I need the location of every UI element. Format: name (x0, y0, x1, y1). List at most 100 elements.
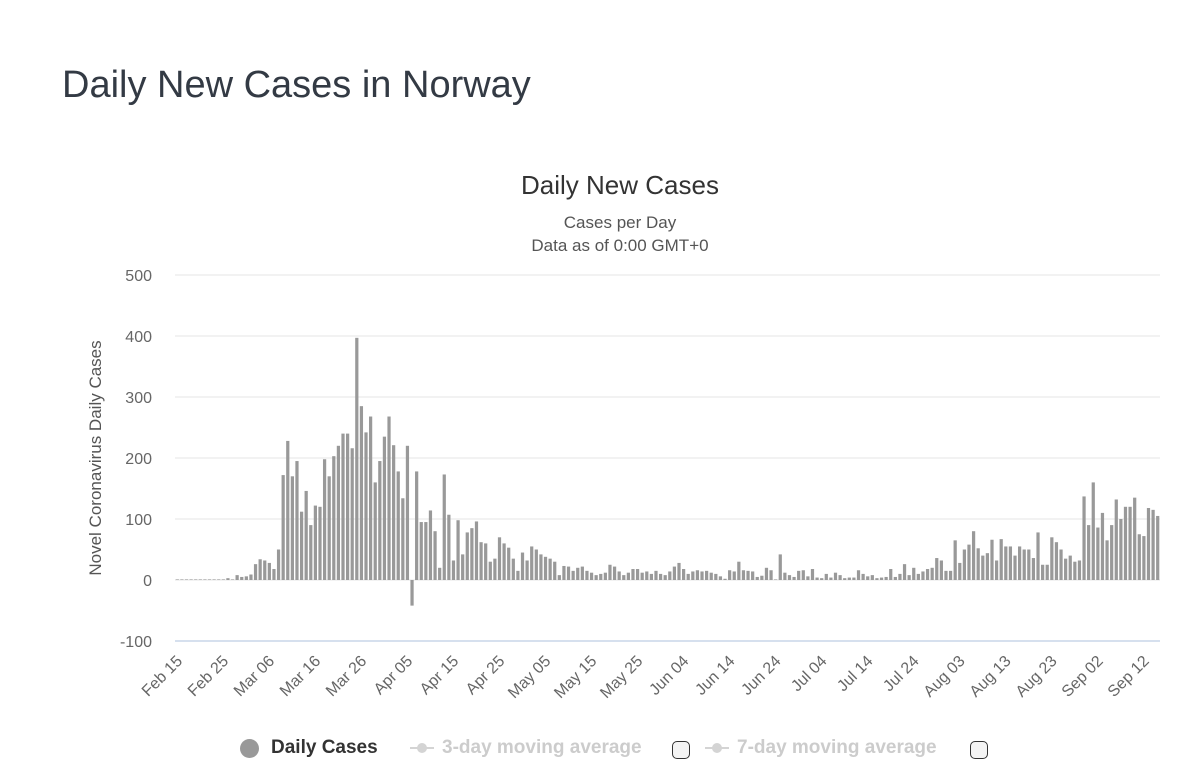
bar[interactable] (645, 571, 649, 580)
bar[interactable] (668, 571, 672, 580)
bar[interactable] (525, 560, 529, 580)
bar[interactable] (378, 461, 382, 580)
bar[interactable] (879, 577, 884, 580)
bar[interactable] (571, 570, 575, 580)
bar[interactable] (1036, 532, 1040, 580)
bar[interactable] (829, 577, 833, 580)
bar[interactable] (1064, 558, 1068, 580)
bar[interactable] (520, 552, 525, 580)
bar[interactable] (286, 440, 290, 580)
bar[interactable] (516, 570, 520, 580)
bar[interactable] (714, 573, 718, 580)
bar[interactable] (935, 558, 939, 580)
bar[interactable] (221, 579, 225, 580)
bar[interactable] (732, 571, 736, 580)
bar[interactable] (488, 561, 492, 580)
bar[interactable] (184, 579, 189, 580)
bar[interactable] (474, 521, 479, 580)
bar[interactable] (327, 476, 331, 580)
bar[interactable] (801, 570, 805, 580)
bar[interactable] (194, 579, 198, 580)
bar[interactable] (244, 576, 248, 580)
bar[interactable] (1137, 534, 1141, 580)
bar[interactable] (1100, 512, 1105, 580)
bar[interactable] (889, 569, 893, 580)
bar[interactable] (1082, 496, 1086, 580)
bar[interactable] (465, 532, 469, 580)
bar[interactable] (419, 522, 423, 580)
bar[interactable] (1123, 506, 1128, 580)
bar[interactable] (175, 579, 179, 580)
bar[interactable] (369, 416, 373, 580)
bar[interactable] (898, 573, 902, 580)
bar[interactable] (709, 572, 713, 580)
bar[interactable] (428, 510, 433, 580)
bar[interactable] (981, 555, 985, 580)
bar[interactable] (948, 570, 953, 580)
bar[interactable] (484, 543, 488, 580)
bar[interactable] (401, 498, 405, 580)
bar[interactable] (700, 571, 704, 580)
bar[interactable] (976, 548, 980, 580)
bar[interactable] (203, 579, 207, 580)
bar[interactable] (861, 573, 865, 580)
bar[interactable] (990, 539, 994, 580)
bar[interactable] (870, 575, 874, 580)
bar[interactable] (810, 569, 815, 580)
bar[interactable] (902, 564, 907, 580)
bar[interactable] (249, 574, 253, 580)
toggle-3-day-average-checkbox[interactable] (672, 741, 690, 759)
bar[interactable] (764, 567, 769, 580)
bar[interactable] (999, 539, 1003, 580)
bar[interactable] (217, 579, 221, 580)
bar[interactable] (1142, 536, 1146, 580)
bar[interactable] (322, 459, 327, 580)
bar[interactable] (847, 577, 851, 580)
bar[interactable] (493, 558, 497, 580)
legend-item-daily-cases[interactable]: Daily Cases (240, 730, 378, 766)
bar[interactable] (313, 505, 317, 580)
bar[interactable] (442, 474, 446, 580)
bar[interactable] (875, 578, 879, 580)
bar[interactable] (566, 566, 571, 580)
bar[interactable] (405, 445, 410, 580)
bar[interactable] (253, 564, 258, 580)
bar[interactable] (681, 569, 686, 580)
bar[interactable] (1018, 546, 1022, 580)
bar[interactable] (792, 576, 796, 580)
bar[interactable] (1050, 537, 1054, 580)
bar[interactable] (815, 577, 819, 580)
bar[interactable] (198, 579, 202, 580)
bar[interactable] (1045, 564, 1049, 580)
bar[interactable] (451, 560, 456, 580)
bar[interactable] (1041, 564, 1045, 580)
bar[interactable] (930, 567, 934, 580)
bar[interactable] (585, 570, 589, 580)
bar[interactable] (967, 544, 971, 580)
bar[interactable] (410, 580, 414, 606)
bar[interactable] (640, 572, 644, 580)
bar[interactable] (893, 576, 897, 580)
bar[interactable] (530, 546, 534, 580)
bar[interactable] (778, 554, 782, 580)
bar[interactable] (336, 445, 341, 580)
bar[interactable] (332, 456, 336, 580)
bar[interactable] (594, 575, 598, 580)
bar[interactable] (939, 560, 943, 580)
bar[interactable] (1004, 546, 1008, 580)
bar[interactable] (718, 576, 723, 580)
bar[interactable] (576, 567, 580, 580)
bar[interactable] (350, 448, 354, 580)
bar[interactable] (534, 549, 538, 581)
bar[interactable] (479, 542, 483, 580)
bar[interactable] (962, 549, 966, 581)
bar[interactable] (539, 554, 543, 580)
bar[interactable] (741, 570, 746, 580)
bar[interactable] (1022, 549, 1026, 581)
bar[interactable] (612, 566, 617, 580)
bar[interactable] (309, 525, 313, 580)
bar[interactable] (705, 570, 709, 580)
toggle-7-day-average-checkbox[interactable] (970, 741, 988, 759)
bar[interactable] (843, 578, 847, 580)
bar[interactable] (295, 461, 299, 580)
